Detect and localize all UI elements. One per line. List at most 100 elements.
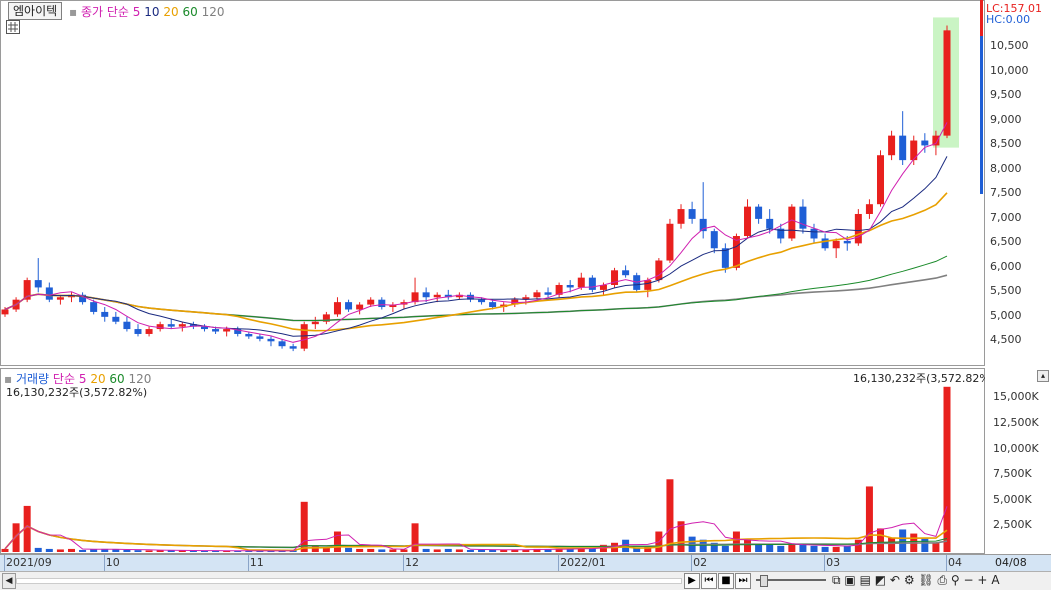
auto-icon[interactable]: A — [991, 573, 1000, 587]
candle-body — [345, 302, 353, 310]
scroll-left-icon[interactable]: ◀ — [2, 573, 16, 589]
skip-forward-icon[interactable]: ⏭ — [735, 573, 751, 589]
undo-icon[interactable]: ↶ — [889, 573, 900, 587]
volume-bar — [234, 550, 242, 552]
candle-body — [389, 304, 397, 308]
candle-body — [134, 329, 142, 334]
volume-bar — [666, 479, 674, 552]
volume-bar — [79, 549, 87, 552]
horizontal-scrollbar[interactable] — [16, 578, 682, 584]
volume-tick: 12,500K — [993, 415, 1039, 429]
candle-body — [489, 302, 497, 308]
legend-ma10: 10 — [144, 5, 160, 19]
volume-bar — [744, 539, 752, 552]
date-gridline — [402, 555, 404, 572]
volume-bar — [156, 550, 164, 552]
minus-icon[interactable]: − — [963, 573, 974, 587]
volume-bar — [1, 548, 9, 552]
settings-icon[interactable]: ⚙ — [903, 573, 915, 587]
candle-body — [478, 299, 486, 303]
volume-bar — [522, 549, 530, 552]
collapse-icon[interactable]: ▴ — [1037, 370, 1049, 382]
candle-body — [311, 321, 319, 325]
candle-body — [622, 270, 630, 276]
legend-ma60: 60 — [182, 5, 198, 19]
volume-legend-sub: 단순 — [52, 372, 76, 386]
magnifier-icon[interactable]: ⚲ — [950, 573, 960, 587]
volume-bar — [777, 545, 785, 552]
plus-icon[interactable]: + — [977, 573, 988, 587]
volume-bar — [555, 548, 563, 552]
stock-name-button[interactable]: 엠아이텍 — [8, 2, 63, 20]
candle-body — [189, 324, 197, 327]
volume-bar — [34, 547, 42, 552]
print-icon[interactable]: ⎙ — [937, 573, 948, 587]
candle-body — [899, 135, 907, 161]
candle-body — [732, 236, 740, 268]
candle-body — [322, 314, 330, 322]
price-tick: 8,500 — [990, 137, 1022, 151]
candle-body — [921, 140, 929, 146]
chain-icon[interactable]: ⛓ — [918, 573, 934, 587]
toolbar-icons: ⧉ ▣ ▤ ◩ ↶ ⚙ ⛓ ⎙ ⚲ − + A — [832, 573, 1000, 588]
volume-bar — [267, 550, 275, 552]
lc-label: LC:157.01 — [986, 2, 1043, 15]
layout-icon[interactable]: ▤ — [859, 573, 871, 587]
volume-bar — [511, 549, 519, 552]
grid-icon[interactable] — [6, 20, 20, 34]
candle-body — [356, 304, 364, 310]
candle-body — [522, 297, 530, 300]
candle-body — [200, 326, 208, 330]
volume-panel[interactable] — [0, 368, 985, 554]
volume-bar — [588, 547, 596, 552]
indicator-icon[interactable]: ◩ — [874, 573, 887, 587]
volume-bar — [821, 546, 829, 552]
price-tick: 9,500 — [990, 88, 1022, 102]
volume-bar — [56, 549, 64, 552]
candle-body — [223, 329, 231, 332]
volume-bar — [489, 549, 497, 552]
candle-body — [90, 302, 98, 312]
candle-body — [644, 280, 652, 290]
copy-icon[interactable]: ⧉ — [832, 573, 841, 587]
price-panel[interactable] — [0, 0, 985, 366]
volume-bar — [422, 548, 430, 552]
candle-body — [544, 292, 552, 295]
volume-bar — [732, 531, 740, 552]
volume-bar — [788, 543, 796, 552]
window-icon[interactable]: ▣ — [844, 573, 856, 587]
zoom-slider[interactable] — [756, 575, 826, 587]
volume-bar — [478, 549, 486, 552]
volume-bar — [245, 550, 253, 552]
price-tick: 7,500 — [990, 186, 1022, 200]
bottom-toolbar: ◀ ▶ ⏮ ■ ⏭ ⧉ ▣ ▤ ◩ ↶ ⚙ ⛓ ⎙ ⚲ − + A — [0, 571, 1051, 590]
volume-bar — [189, 550, 197, 552]
volume-bar — [367, 548, 375, 552]
stop-icon[interactable]: ■ — [718, 573, 734, 589]
volume-bar — [23, 505, 31, 552]
volume-bar — [888, 537, 896, 552]
right-axis: LC:157.01 HC:0.00 10,500 10,000 9,500 9,000… — [980, 0, 1051, 554]
volume-bar — [212, 550, 220, 552]
candle-body — [289, 346, 297, 349]
volume-bar — [411, 523, 419, 552]
candle-body — [167, 324, 175, 327]
volume-bar — [300, 501, 308, 552]
volume-chart-svg — [1, 386, 951, 552]
candle-body — [777, 228, 785, 239]
volume-bar — [921, 538, 929, 552]
play-left-icon[interactable]: ▶ — [684, 573, 700, 589]
price-tick: 6,000 — [990, 259, 1022, 273]
price-tick: 5,500 — [990, 284, 1022, 298]
volume-bar — [455, 549, 463, 552]
candle-body — [455, 294, 463, 298]
skip-back-icon[interactable]: ⏮ — [701, 573, 717, 589]
price-tick: 9,000 — [990, 112, 1022, 126]
date-label: 10 — [105, 556, 120, 569]
candle-body — [466, 294, 474, 300]
candle-body — [688, 209, 696, 219]
candle-body — [34, 280, 42, 288]
volume-bar — [12, 523, 20, 552]
date-label: 03 — [826, 556, 841, 569]
volume-bar — [345, 547, 353, 552]
